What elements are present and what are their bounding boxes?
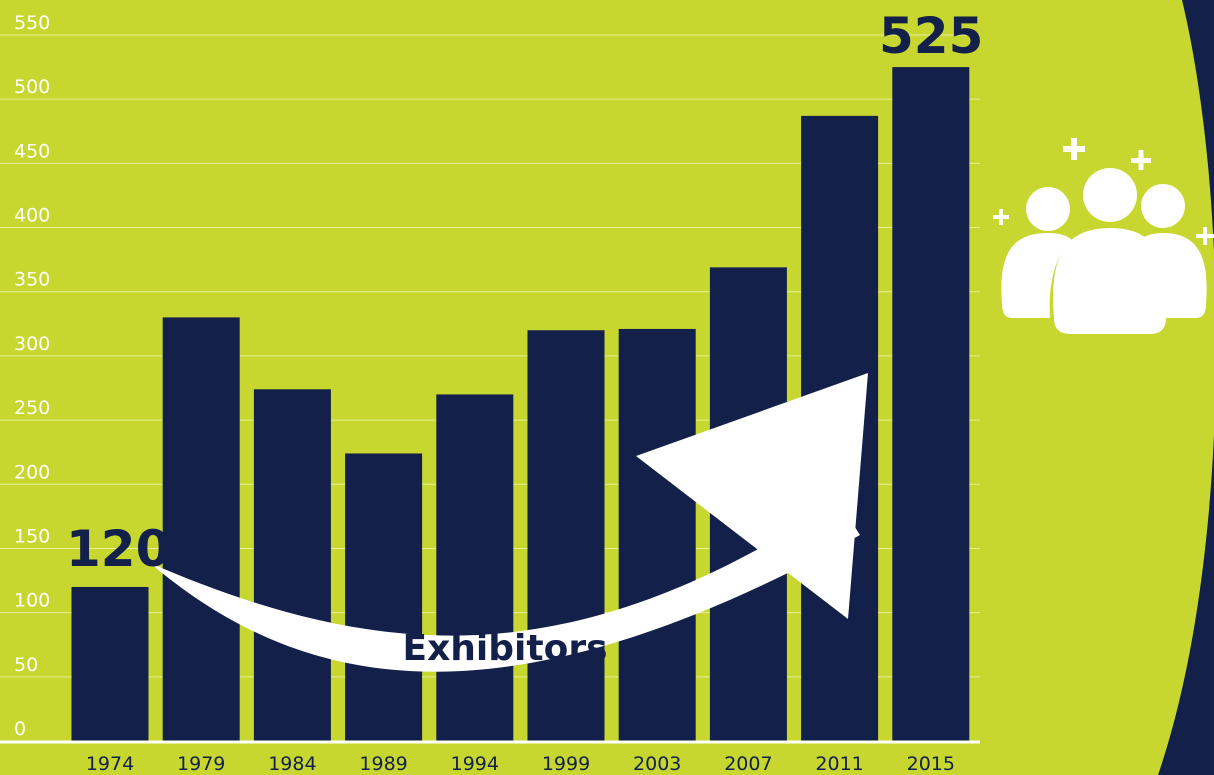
x-tick-label: 2015 [907, 753, 955, 775]
dark-side-panel [1158, 0, 1214, 775]
growth-arrow: Exhibitors [150, 373, 868, 672]
y-tick-label: 450 [14, 140, 50, 162]
bar-1984 [253, 389, 331, 741]
bar-1974 [71, 586, 149, 741]
y-tick-label: 550 [14, 12, 50, 34]
y-tick-label: 350 [14, 269, 50, 291]
bar-1989 [345, 453, 423, 741]
x-tick-label: 1979 [177, 753, 225, 775]
bar-1994 [436, 394, 514, 741]
x-tick-label: 2003 [633, 753, 681, 775]
bar-2015 [892, 67, 970, 741]
x-tick-label: 1974 [86, 753, 134, 775]
y-tick-label: 400 [14, 205, 50, 227]
x-tick-label: 2007 [724, 753, 772, 775]
end-value-callout: 525 [879, 7, 983, 65]
y-tick-label: 150 [14, 525, 50, 547]
people-plus-icon [993, 138, 1214, 334]
y-tick-label: 500 [14, 76, 50, 98]
x-tick-label: 2011 [815, 753, 863, 775]
bars [71, 67, 970, 742]
arrow-label: Exhibitors [402, 628, 607, 669]
start-value-callout: 120 [66, 520, 170, 578]
x-tick-label: 1994 [451, 753, 499, 775]
bar-1999 [527, 330, 605, 741]
x-tick-label: 1989 [359, 753, 407, 775]
bar-1979 [162, 317, 240, 741]
growth-arrow-head [636, 373, 868, 619]
y-tick-label: 200 [14, 461, 50, 483]
y-tick-label: 0 [14, 718, 26, 740]
y-tick-label: 50 [14, 654, 38, 676]
x-axis-ticks: 1974 1979 1984 1989 1994 1999 2003 2007 2011 2015 [86, 753, 955, 775]
y-tick-label: 250 [14, 397, 50, 419]
y-tick-label: 100 [14, 590, 50, 612]
growth-arrow-shaft [150, 501, 860, 672]
y-tick-label: 300 [14, 333, 50, 355]
x-tick-label: 1984 [268, 753, 316, 775]
x-tick-label: 1999 [542, 753, 590, 775]
y-axis-ticks: 0 50 100 150 200 250 300 350 400 450 500 550 [14, 12, 50, 740]
bar-2003 [618, 328, 696, 741]
